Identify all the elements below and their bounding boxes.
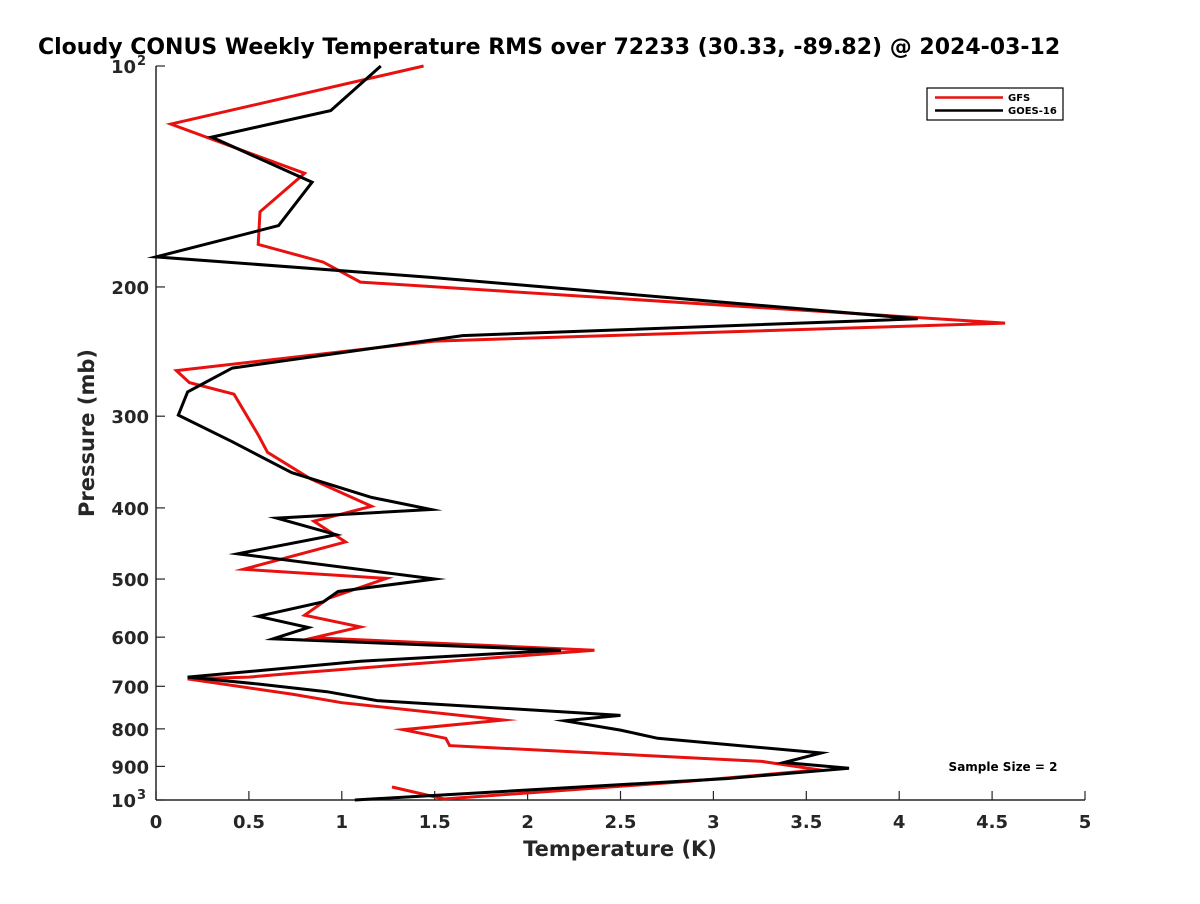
x-tick-label: 3 (707, 812, 720, 833)
legend-label-gfs: GFS (1008, 93, 1030, 104)
y-tick-exponent: 2 (137, 54, 146, 69)
x-tick-label: 1.5 (419, 812, 451, 833)
x-tick-label: 0.5 (233, 812, 265, 833)
x-tick-label: 3.5 (790, 812, 822, 833)
y-tick-label: 600 (111, 628, 149, 649)
x-tick-label: 2 (521, 812, 534, 833)
x-tick-label: 4 (893, 812, 906, 833)
y-tick-label: 700 (111, 677, 149, 698)
y-tick-label: 400 (111, 499, 149, 520)
series-line-goes16 (146, 64, 918, 802)
y-tick-exponent: 3 (137, 788, 146, 803)
x-tick-label: 4.5 (976, 812, 1008, 833)
sample-size-annotation: Sample Size = 2 (949, 760, 1058, 774)
series-layer (146, 64, 1006, 802)
x-tick-label: 5 (1079, 812, 1092, 833)
legend: GFS GOES-16 (926, 87, 1064, 121)
y-tick-label: 200 (111, 278, 149, 299)
y-tick-label: 900 (111, 757, 149, 778)
x-tick-label: 0 (150, 812, 163, 833)
legend-label-goes16: GOES-16 (1008, 106, 1057, 117)
y-tick-label: 300 (111, 407, 149, 428)
x-axis-label: Temperature (K) (523, 837, 717, 861)
x-tick-label: 1 (336, 812, 349, 833)
legend-box (926, 87, 1064, 121)
y-tick-label: 10 (111, 791, 136, 812)
y-axis-label: Pressure (mb) (75, 349, 99, 517)
y-tick-label: 800 (111, 720, 149, 741)
chart-title: Cloudy CONUS Weekly Temperature RMS over… (38, 35, 1060, 60)
x-tick-label: 2.5 (605, 812, 637, 833)
y-tick-label: 500 (111, 570, 149, 591)
x-axis-ticks: 0 0.5 1 1.5 2 2.5 3 3.5 4 4.5 5 (150, 791, 1092, 833)
y-tick-label: 10 (111, 57, 136, 78)
